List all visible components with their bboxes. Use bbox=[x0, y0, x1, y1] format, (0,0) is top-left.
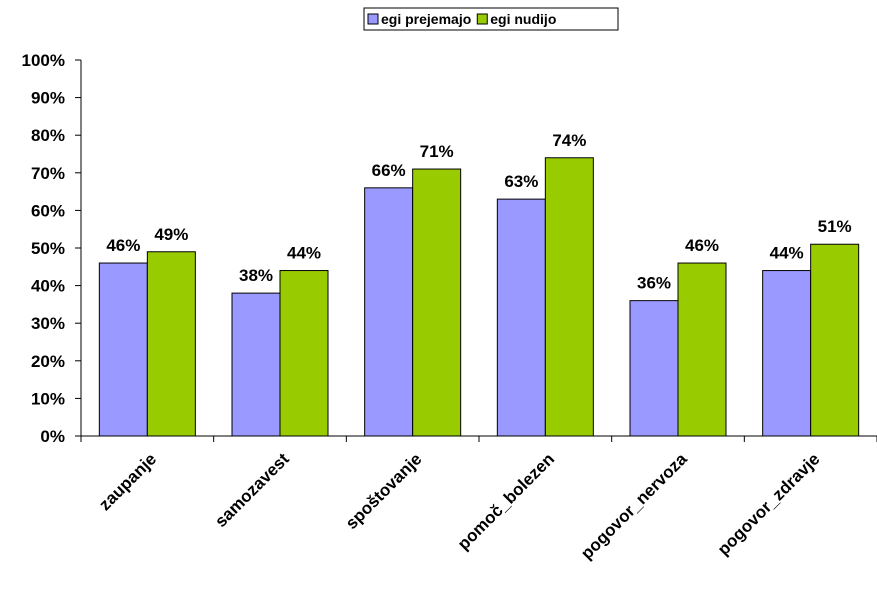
data-label: 63% bbox=[504, 172, 538, 191]
x-category-label: pogovor_nervoza bbox=[577, 449, 691, 563]
bar-samozavest-prejemajo bbox=[231, 292, 281, 437]
y-tick-label: 100% bbox=[22, 51, 65, 70]
bar-pomoč_bolezen-nudijo bbox=[544, 157, 594, 437]
bar-samozavest-nudijo bbox=[279, 270, 329, 437]
bar-pogovor_zdravje-prejemajo bbox=[762, 270, 812, 437]
bar-pogovor_nervoza-nudijo bbox=[677, 262, 727, 437]
x-axis: zaupanje samozavest spoštovanje pomoč_bolez… bbox=[80, 435, 877, 563]
bar-zaupanje-nudijo bbox=[146, 251, 196, 437]
bar-pogovor_zdravje-nudijo bbox=[810, 243, 860, 437]
y-tick-label: 40% bbox=[31, 277, 65, 296]
y-tick-label: 50% bbox=[31, 239, 65, 258]
bar-pogovor_nervoza-prejemajo bbox=[629, 300, 679, 437]
data-label: 49% bbox=[154, 225, 188, 244]
data-label: 66% bbox=[372, 161, 406, 180]
x-category-label: pomoč_bolezen bbox=[454, 449, 558, 553]
x-category-label: zaupanje bbox=[95, 449, 160, 514]
bar-spoštovanje-nudijo bbox=[412, 168, 462, 437]
data-label: 36% bbox=[637, 274, 671, 293]
bars bbox=[98, 157, 860, 437]
bar-spoštovanje-prejemajo bbox=[364, 187, 414, 437]
legend-label: egi nudijo bbox=[490, 11, 556, 27]
y-tick-label: 30% bbox=[31, 314, 65, 333]
y-tick-label: 80% bbox=[31, 126, 65, 145]
y-axis: 0% 10% 20% 30% 40% 50% 60% 70% 80% 90% 100% bbox=[22, 51, 82, 446]
data-label: 44% bbox=[770, 244, 804, 263]
data-labels: 46% 49% 38% 44% 66% 71% 63% 74% 36% 46% 44% 51% bbox=[106, 131, 851, 293]
legend-label: egi prejemajo bbox=[381, 11, 471, 27]
legend-swatch bbox=[476, 13, 488, 25]
legend: egi prejemajo egi nudijo bbox=[363, 7, 619, 31]
x-category-label: samozavest bbox=[211, 449, 293, 531]
y-tick-label: 60% bbox=[31, 201, 65, 220]
bar-pomoč_bolezen-prejemajo bbox=[496, 198, 546, 437]
y-tick-label: 70% bbox=[31, 164, 65, 183]
legend-swatch bbox=[367, 13, 379, 25]
data-label: 46% bbox=[106, 236, 140, 255]
y-tick-label: 90% bbox=[31, 89, 65, 108]
y-tick-label: 20% bbox=[31, 352, 65, 371]
data-label: 74% bbox=[552, 131, 586, 150]
x-category-label: spoštovanje bbox=[342, 449, 426, 533]
data-label: 71% bbox=[420, 142, 454, 161]
data-label: 44% bbox=[287, 244, 321, 263]
y-tick-label: 10% bbox=[31, 389, 65, 408]
bar-zaupanje-prejemajo bbox=[98, 262, 148, 437]
legend-box bbox=[363, 7, 619, 31]
data-label: 46% bbox=[685, 236, 719, 255]
data-label: 51% bbox=[818, 217, 852, 236]
data-label: 38% bbox=[239, 266, 273, 285]
x-category-label: pogovor_zdravje bbox=[714, 449, 824, 559]
y-tick-label: 0% bbox=[40, 427, 65, 446]
